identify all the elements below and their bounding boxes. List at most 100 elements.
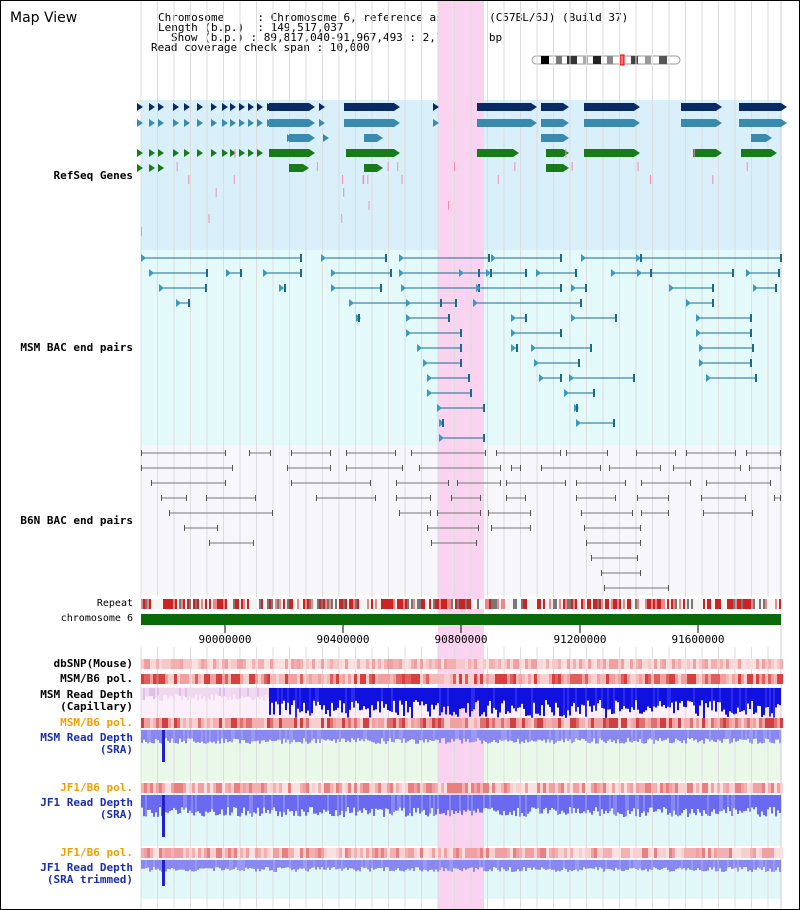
jf1-pol-mark bbox=[534, 783, 537, 793]
jf1-pol-mark bbox=[480, 848, 483, 858]
jf1-pol-mark bbox=[336, 848, 339, 858]
jf1-pol-mark bbox=[339, 848, 342, 858]
repeat-mark bbox=[385, 599, 387, 609]
msm-pol-mark bbox=[780, 718, 783, 728]
repeat-mark bbox=[219, 599, 221, 609]
msm-read-depth-sra-line1[interactable]: MSM Read Depth bbox=[40, 731, 133, 744]
msm-pol-mark bbox=[414, 718, 417, 728]
capillary-depth-bar bbox=[673, 688, 675, 714]
dbsnp-label[interactable]: dbSNP(Mouse) bbox=[53, 657, 133, 670]
sra-depth-bar bbox=[727, 730, 729, 739]
b6n-bac-end bbox=[186, 495, 187, 501]
msm-pol-mark bbox=[600, 718, 603, 728]
msm-pol-mark bbox=[615, 674, 618, 684]
jf1-pol-mark bbox=[738, 783, 741, 793]
dbsnp-mark bbox=[609, 659, 612, 669]
msm-b6-pol-label-2[interactable]: MSM/B6 pol. bbox=[60, 716, 133, 729]
msm-pol-mark bbox=[609, 674, 612, 684]
sra-depth-bar bbox=[219, 730, 221, 744]
sra-depth-bar bbox=[287, 730, 289, 740]
msm-pol-mark bbox=[489, 674, 492, 684]
refseq-genes-label[interactable]: RefSeq Genes bbox=[53, 169, 133, 182]
jf1-pol-mark bbox=[315, 848, 318, 858]
sra-depth-bar bbox=[321, 730, 323, 739]
jf1-read-depth-trimmed-line2[interactable]: (SRA trimmed) bbox=[46, 873, 133, 886]
capillary-depth-bar bbox=[695, 688, 697, 714]
msm-bac-end bbox=[439, 434, 444, 442]
jf1-depth-bar bbox=[655, 795, 657, 812]
sra-depth-bar bbox=[281, 730, 283, 744]
jf1-pol-mark bbox=[189, 783, 192, 793]
capillary-depth-bar bbox=[579, 688, 581, 714]
dbsnp-mark bbox=[531, 659, 534, 669]
repeat-mark bbox=[271, 599, 273, 609]
jf1-trim-depth-bar bbox=[539, 860, 541, 870]
msm-b6-pol-label-1[interactable]: MSM/B6 pol. bbox=[60, 672, 133, 685]
jf1-depth-bar bbox=[699, 795, 701, 813]
dbsnp-mark bbox=[687, 659, 690, 669]
jf1-trim-depth-bar bbox=[339, 860, 341, 869]
capillary-depth-bar bbox=[773, 688, 775, 718]
jf1-b6-pol-label-2[interactable]: JF1/B6 pol. bbox=[60, 846, 133, 859]
repeat-mark bbox=[729, 599, 731, 609]
repeat-mark bbox=[199, 599, 201, 609]
gene-arrow bbox=[716, 149, 722, 157]
sra-depth-bar bbox=[371, 730, 373, 742]
jf1-pol-mark bbox=[234, 783, 237, 793]
jf1-depth-bar bbox=[685, 795, 687, 809]
capillary-depth-bar bbox=[453, 688, 455, 712]
jf1-depth-bar bbox=[669, 795, 671, 813]
b6n-bac-label[interactable]: B6N BAC end pairs bbox=[20, 514, 133, 527]
msm-bac-label[interactable]: MSM BAC end pairs bbox=[20, 341, 133, 354]
msm-pol-mark bbox=[486, 718, 489, 728]
jf1-pol-mark bbox=[576, 783, 579, 793]
jf1-pol-mark bbox=[609, 783, 612, 793]
msm-read-depth-sra-line2[interactable]: (SRA) bbox=[99, 743, 133, 756]
dbsnp-mark bbox=[465, 659, 468, 669]
jf1-depth-bar bbox=[641, 795, 643, 813]
msm-pol-mark bbox=[723, 718, 726, 728]
capillary-depth-bar bbox=[591, 688, 593, 712]
msm-pol-mark bbox=[246, 718, 249, 728]
jf1-pol-mark bbox=[195, 783, 198, 793]
repeat-mark bbox=[455, 599, 457, 609]
sra-depth-bar bbox=[569, 730, 571, 740]
jf1-depth-bar bbox=[687, 795, 689, 817]
repeat-mark bbox=[243, 599, 245, 609]
jf1-pol-mark bbox=[246, 848, 249, 858]
jf1-read-depth-trimmed-line1[interactable]: JF1 Read Depth bbox=[40, 861, 133, 874]
msm-pol-mark bbox=[648, 674, 651, 684]
jf1-read-depth-sra-line2[interactable]: (SRA) bbox=[99, 808, 133, 821]
jf1-pol-mark bbox=[732, 783, 735, 793]
jf1-pol-mark bbox=[690, 848, 693, 858]
jf1-b6-pol-label-1[interactable]: JF1/B6 pol. bbox=[60, 781, 133, 794]
jf1-pol-mark bbox=[243, 783, 246, 793]
msm-bac-end bbox=[417, 344, 422, 352]
capillary-depth-bar bbox=[319, 688, 321, 706]
jf1-trim-depth-bar bbox=[583, 860, 585, 868]
msm-pol-mark bbox=[396, 674, 399, 684]
jf1-pol-mark bbox=[396, 848, 399, 858]
chromosome-ideogram[interactable] bbox=[531, 54, 683, 66]
capillary-depth-bar bbox=[437, 688, 439, 704]
dbsnp-mark bbox=[495, 659, 498, 669]
jf1-read-depth-sra-line1[interactable]: JF1 Read Depth bbox=[40, 796, 133, 809]
b6n-bac-end bbox=[686, 450, 687, 456]
msm-read-depth-capillary-line1[interactable]: MSM Read Depth bbox=[40, 688, 133, 701]
jf1-trim-depth-bar bbox=[571, 860, 573, 872]
repeat-mark bbox=[365, 599, 367, 609]
jf1-depth-bar bbox=[737, 795, 739, 814]
sra-depth-bar bbox=[241, 730, 243, 741]
msm-read-depth-capillary-line2[interactable]: (Capillary) bbox=[60, 700, 133, 713]
msm-pol-mark bbox=[558, 674, 561, 684]
jf1-trim-depth-bar bbox=[233, 860, 235, 870]
jf1-depth-bar bbox=[761, 795, 763, 812]
jf1-pol-mark bbox=[180, 848, 183, 858]
sra-depth-bar bbox=[315, 730, 317, 744]
dbsnp-mark bbox=[216, 659, 219, 669]
msm-pol-mark bbox=[717, 718, 720, 728]
dbsnp-mark bbox=[345, 659, 348, 669]
sra-depth-bar bbox=[493, 730, 495, 741]
sra-depth-bar bbox=[361, 730, 363, 740]
